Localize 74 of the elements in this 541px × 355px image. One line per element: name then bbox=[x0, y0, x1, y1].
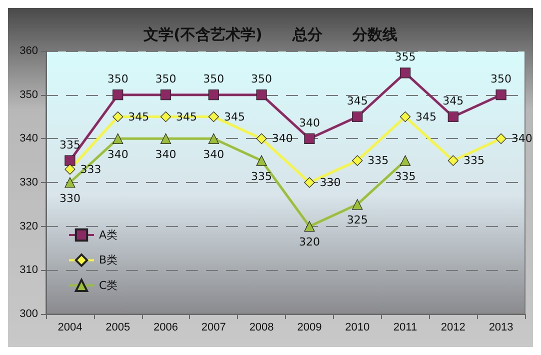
x-tick-label: 2011 bbox=[393, 322, 418, 334]
legend-label: A类 bbox=[99, 228, 118, 242]
point bbox=[64, 164, 76, 175]
y-tick-label: 350 bbox=[20, 88, 38, 101]
y-tick-label: 360 bbox=[20, 45, 38, 57]
y-tick-label: 310 bbox=[20, 264, 38, 276]
y-tick-label: 300 bbox=[20, 308, 38, 320]
legend-label: B类 bbox=[99, 254, 118, 267]
point bbox=[400, 111, 411, 122]
point bbox=[160, 90, 172, 100]
point bbox=[304, 177, 315, 188]
point bbox=[352, 155, 363, 166]
x-tick-label: 2004 bbox=[58, 322, 82, 334]
data-label: 335 bbox=[59, 138, 80, 152]
point bbox=[256, 133, 267, 144]
data-label: 340 bbox=[155, 148, 176, 161]
point bbox=[160, 133, 172, 144]
data-label: 350 bbox=[155, 72, 176, 86]
data-label: 340 bbox=[272, 132, 293, 146]
data-label: 340 bbox=[107, 148, 128, 161]
data-label: 345 bbox=[346, 94, 368, 108]
data-label: 340 bbox=[511, 132, 532, 146]
x-tick-label: 2008 bbox=[249, 322, 274, 334]
data-label: 345 bbox=[416, 110, 437, 124]
x-tick-label: 2007 bbox=[201, 322, 226, 334]
data-label: 350 bbox=[107, 72, 128, 86]
data-label: 335 bbox=[463, 154, 484, 168]
point bbox=[112, 90, 124, 100]
point bbox=[160, 111, 172, 122]
x-tick-label: 2013 bbox=[488, 322, 514, 334]
point bbox=[112, 111, 124, 122]
data-label: 330 bbox=[320, 176, 341, 189]
data-label: 340 bbox=[298, 116, 320, 130]
point bbox=[496, 90, 506, 100]
data-label: 355 bbox=[394, 50, 416, 64]
data-label: 345 bbox=[224, 110, 245, 124]
data-label: 345 bbox=[442, 94, 464, 108]
point bbox=[352, 111, 363, 122]
y-tick-label: 340 bbox=[20, 132, 38, 145]
data-label: 350 bbox=[490, 72, 512, 86]
data-label: 350 bbox=[251, 72, 272, 86]
point bbox=[304, 221, 315, 232]
x-tick-label: 2006 bbox=[154, 322, 178, 334]
point bbox=[64, 177, 76, 188]
data-label: 330 bbox=[59, 192, 80, 205]
data-label: 340 bbox=[203, 148, 224, 161]
x-tick-label: 2010 bbox=[345, 322, 370, 334]
data-label: 335 bbox=[251, 170, 272, 183]
data-label: 335 bbox=[394, 170, 416, 183]
y-tick-label: 320 bbox=[20, 220, 38, 232]
x-tick-label: 2005 bbox=[106, 322, 130, 334]
point bbox=[208, 90, 219, 100]
point bbox=[256, 155, 267, 166]
point bbox=[448, 111, 458, 122]
point bbox=[496, 133, 506, 144]
point bbox=[256, 90, 267, 100]
data-label: 350 bbox=[203, 72, 224, 86]
point bbox=[400, 68, 411, 78]
point bbox=[208, 111, 219, 122]
legend-label: C类 bbox=[99, 278, 118, 292]
x-tick-label: 2012 bbox=[440, 322, 466, 334]
data-label: 335 bbox=[368, 154, 389, 168]
point bbox=[352, 199, 363, 210]
point bbox=[448, 155, 458, 166]
chart-title: 文学(不含艺术学) 总分 分数线 bbox=[142, 26, 398, 44]
y-tick-label: 330 bbox=[20, 176, 38, 188]
point bbox=[304, 133, 315, 144]
x-tick-label: 2009 bbox=[297, 322, 322, 334]
point bbox=[400, 155, 411, 166]
point bbox=[112, 133, 124, 144]
data-label: 320 bbox=[298, 236, 320, 249]
data-label: 325 bbox=[346, 214, 368, 227]
point bbox=[64, 155, 76, 166]
point bbox=[208, 133, 219, 144]
